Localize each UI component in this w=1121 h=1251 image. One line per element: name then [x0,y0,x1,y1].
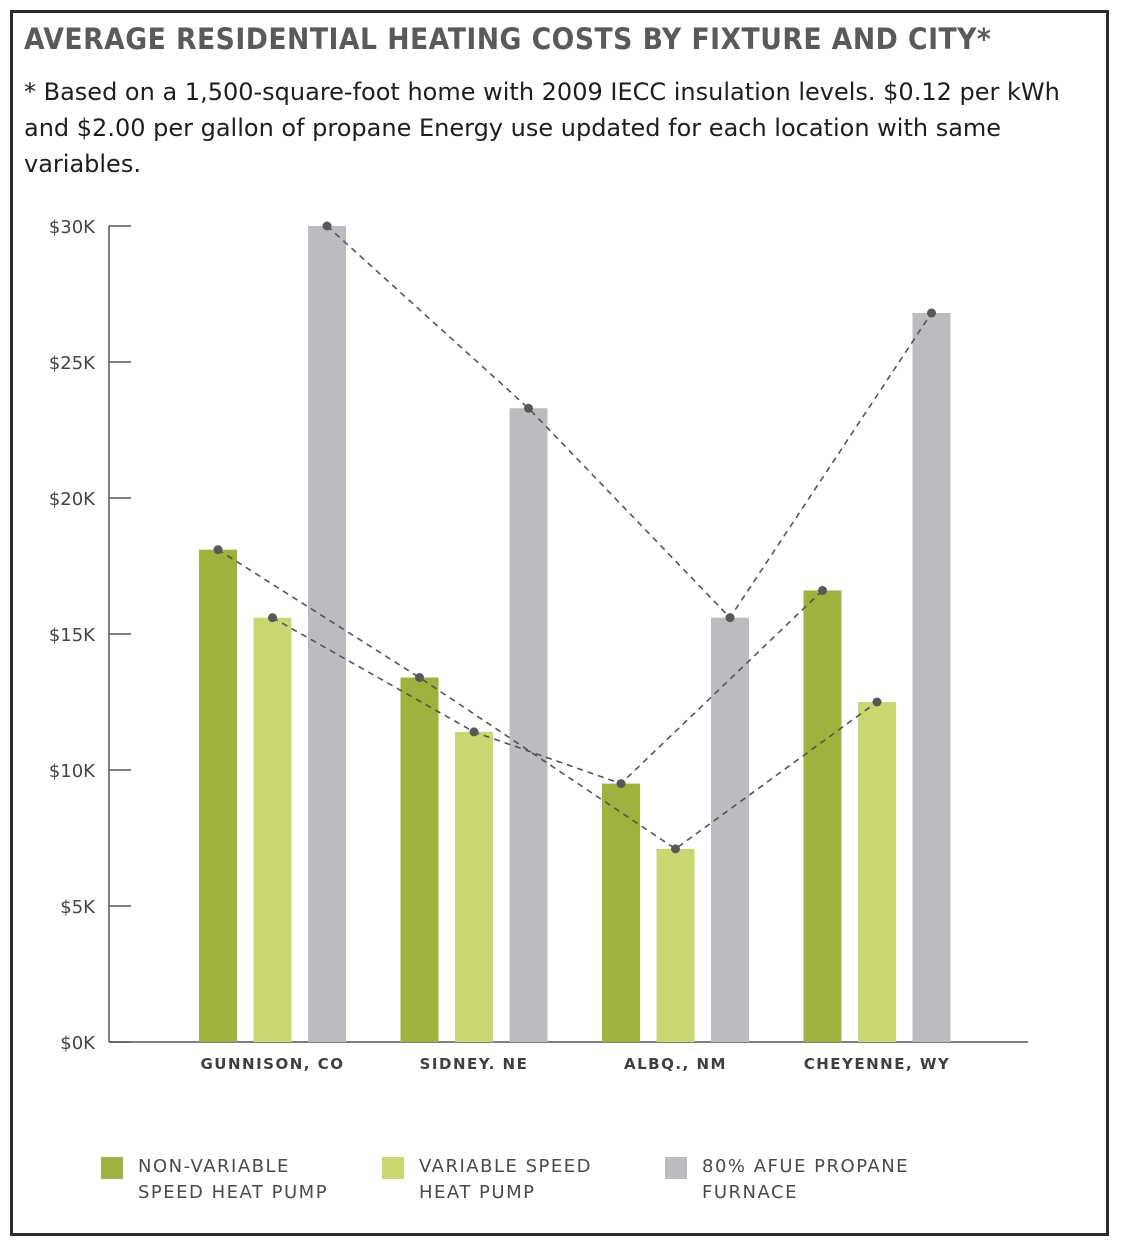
category-label: CHEYENNE, WY [804,1055,951,1073]
bar [912,313,951,1042]
legend-swatch [665,1157,687,1179]
category-label: GUNNISON, CO [201,1055,345,1073]
trend-point [818,585,827,595]
legend-label: NON-VARIABLE [138,1156,290,1177]
trend-point [725,613,735,623]
bar [400,677,439,1042]
bar [656,848,695,1042]
trend-point [415,673,424,683]
legend-label: SPEED HEAT PUMP [138,1182,328,1203]
bar [602,783,640,1042]
trend-line [217,549,878,850]
trend-point [671,844,680,854]
trend-point [616,779,626,789]
bar [199,549,237,1042]
category-label: SIDNEY. NE [420,1055,529,1073]
bar [509,408,548,1042]
legend-label: 80% AFUE PROPANE [702,1156,909,1177]
trend-point [927,308,936,318]
legend-label: FURNACE [702,1182,798,1203]
legend-swatch [101,1157,123,1179]
legend-swatch [382,1157,404,1179]
trend-point [524,403,533,413]
y-tick-label: $10K [49,761,96,782]
legend-label: HEAT PUMP [419,1182,535,1203]
y-tick-label: $5K [60,897,96,918]
trend-lines [213,221,936,854]
legend-label: VARIABLE SPEED [419,1156,592,1177]
trend-point [322,221,332,231]
chart-subtitle: * Based on a 1,500-square-foot home with… [24,78,1060,178]
chart-title: AVERAGE RESIDENTIAL HEATING COSTS BY FIX… [24,22,992,56]
trend-line [272,589,824,785]
trend-point [872,697,882,707]
bar [803,590,842,1042]
bar [253,617,292,1042]
y-tick-label: $25K [49,353,96,374]
bar [308,226,346,1042]
trend-point [213,545,223,555]
y-tick-label: $30K [49,217,96,238]
bars [199,226,951,1042]
y-tick-label: $20K [49,489,96,510]
chart-frame [10,10,1109,1236]
bar [858,702,896,1042]
category-label: ALBQ., NM [624,1055,727,1073]
y-tick-label: $15K [49,625,96,646]
bar [711,617,749,1042]
y-tick-label: $0K [60,1033,96,1054]
bar [455,731,493,1042]
legend: NON-VARIABLE SPEED HEAT PUMP VARIABLE SPEE… [101,1156,909,1203]
trend-point [268,613,277,623]
y-axis: $0K $5K $10K $15K $20K $25K $30K [49,217,131,1054]
category-labels: GUNNISON, CO SIDNEY. NE ALBQ., NM CHEYENNE,… [201,1055,951,1073]
trend-line [326,225,933,619]
trend-point [469,727,479,737]
